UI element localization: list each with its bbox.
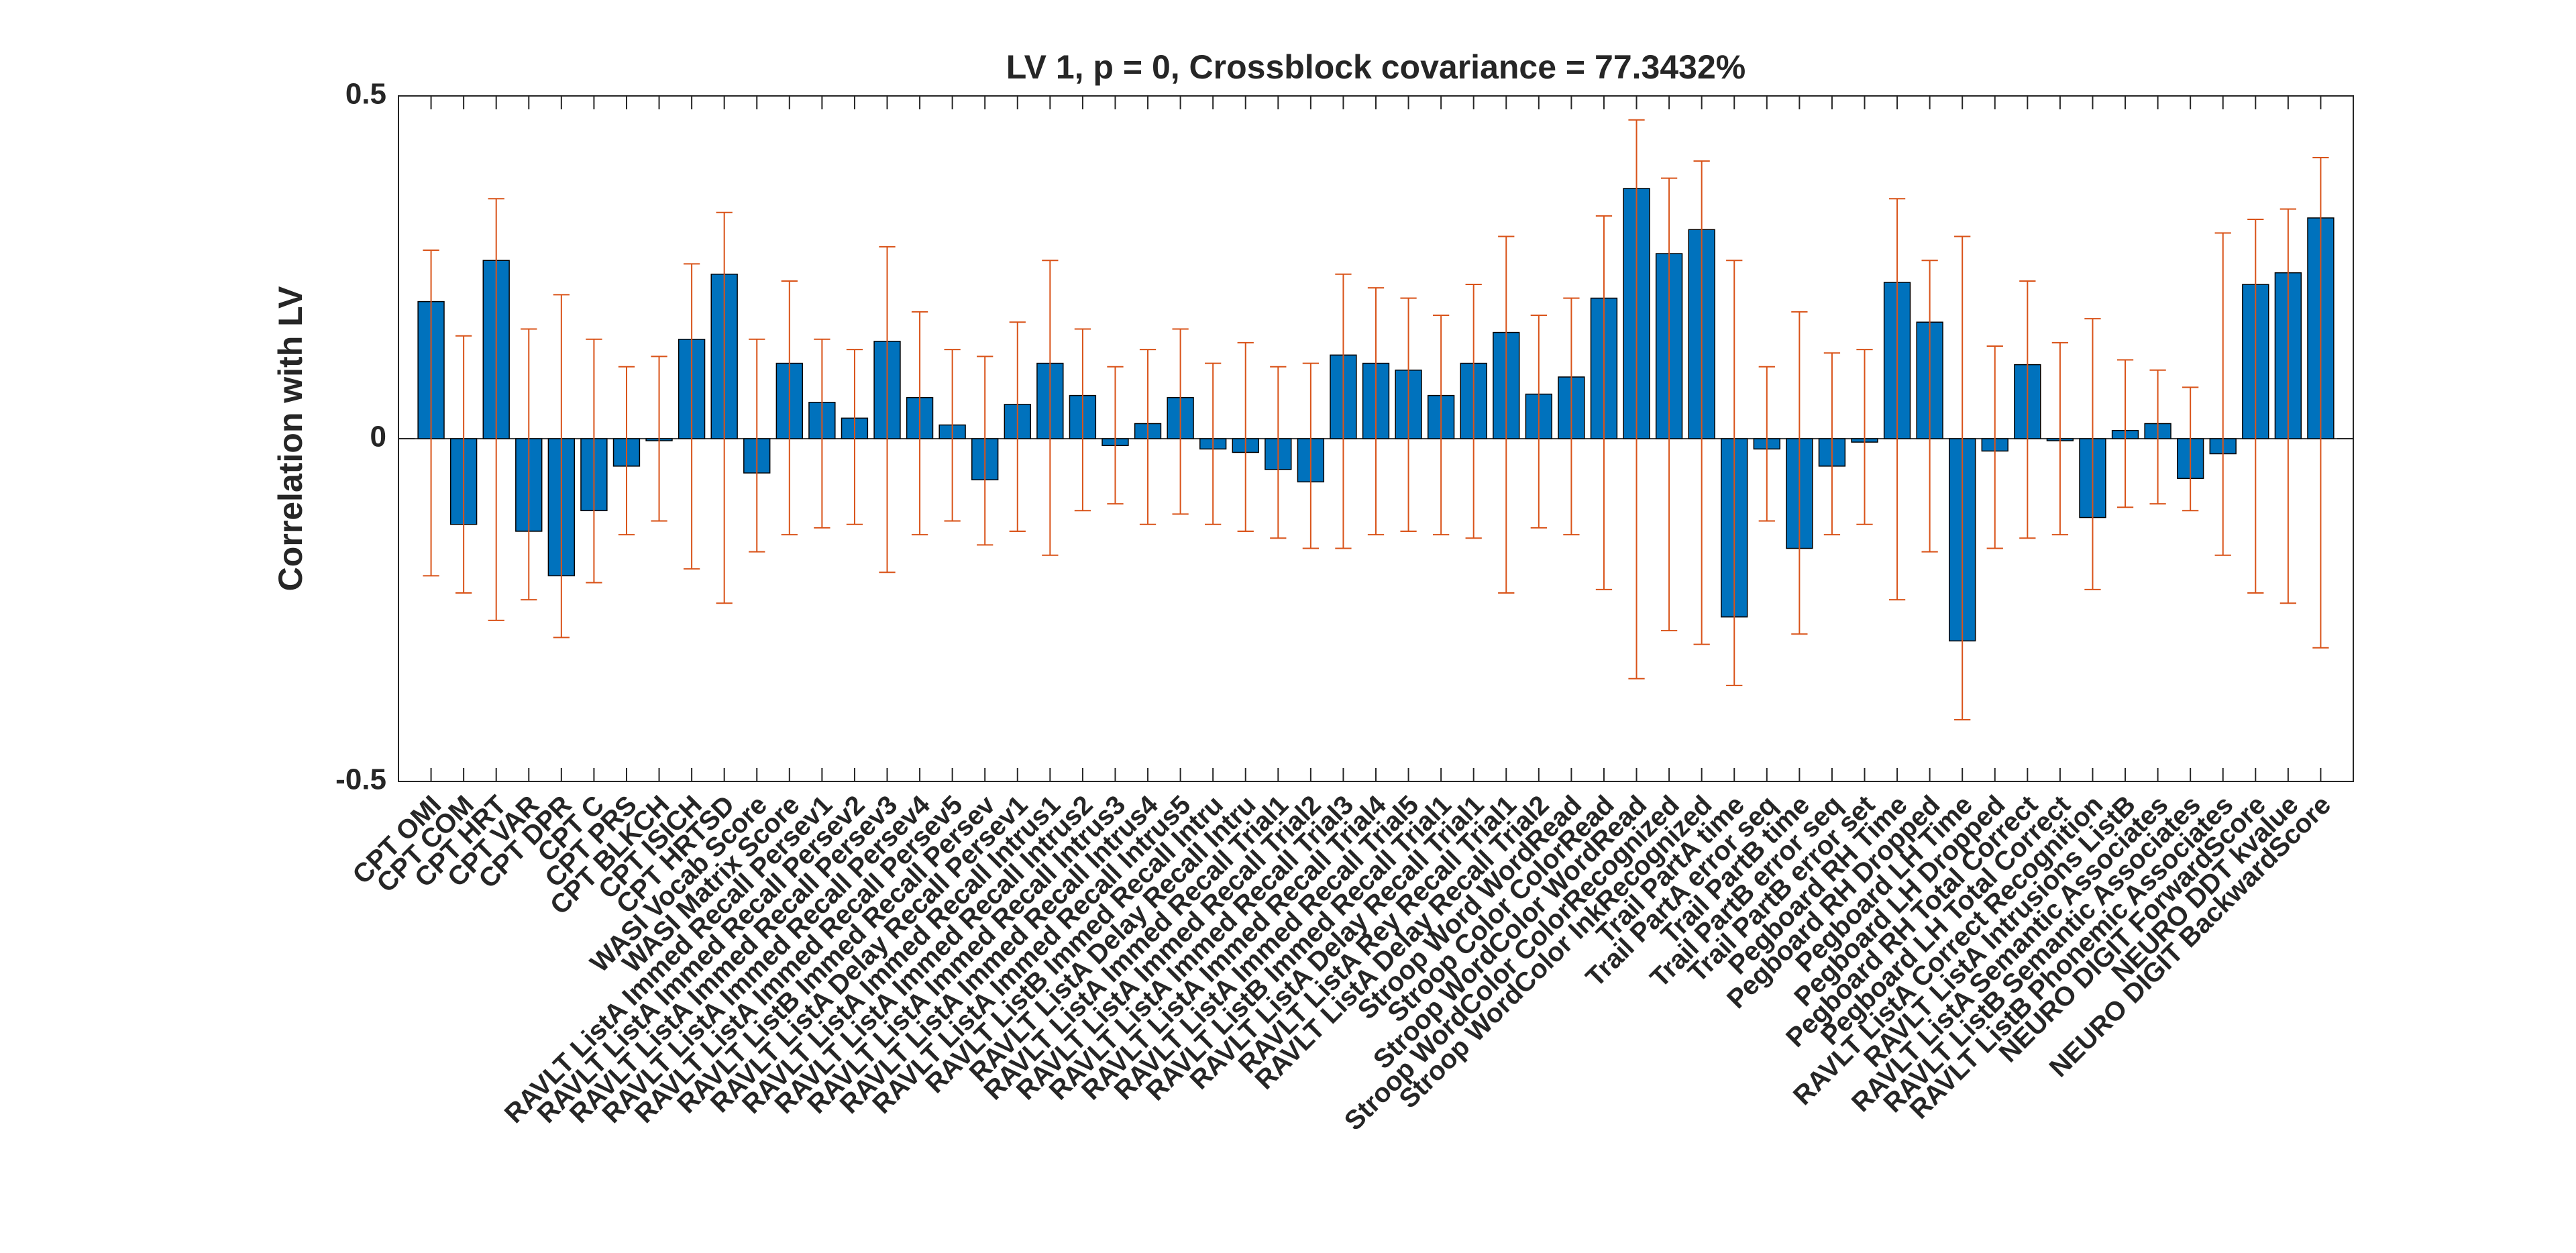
- error-bar: [1498, 235, 1515, 594]
- error-bar: [488, 198, 504, 621]
- error-bar: [1823, 352, 1841, 536]
- error-bar: [1432, 315, 1450, 536]
- error-bar: [618, 366, 635, 536]
- y-axis-label: Correlation with LV: [272, 286, 309, 591]
- error-bar: [1563, 297, 1580, 536]
- error-bar: [1205, 362, 1222, 525]
- error-bar: [1595, 215, 1613, 590]
- error-bar: [1270, 366, 1287, 539]
- error-bar: [1302, 362, 1320, 549]
- error-bar: [1693, 160, 1710, 645]
- y-tick-label: 0.5: [345, 78, 386, 111]
- error-bar: [423, 249, 439, 577]
- error-bar: [1888, 198, 1906, 601]
- error-bar: [2019, 280, 2036, 539]
- error-bar: [1009, 321, 1026, 532]
- error-bar: [2051, 341, 2069, 536]
- y-tick-label: -0.5: [335, 763, 386, 796]
- error-bar: [716, 211, 733, 604]
- error-bar: [879, 246, 896, 574]
- error-bar: [586, 338, 602, 584]
- error-bar: [1465, 284, 1482, 539]
- error-bar: [781, 280, 798, 536]
- error-bar: [2084, 318, 2101, 590]
- axes-box: [398, 95, 2354, 782]
- error-bar: [1367, 287, 1385, 536]
- error-bar: [2149, 369, 2166, 505]
- error-bar: [977, 356, 994, 546]
- error-bar: [814, 338, 830, 529]
- error-bar: [2247, 218, 2264, 594]
- error-bar: [1921, 260, 1938, 553]
- error-bar: [1856, 349, 1873, 525]
- y-tick-label: 0: [370, 421, 386, 453]
- error-bar: [1954, 235, 1971, 721]
- error-bar: [1791, 311, 1808, 635]
- error-bar: [1074, 328, 1091, 512]
- error-bar: [2116, 359, 2134, 508]
- error-bar: [1758, 366, 1775, 522]
- chart-title: LV 1, p = 0, Crossblock covariance = 77.…: [1006, 48, 1746, 86]
- error-bar: [2182, 386, 2199, 512]
- error-bar: [651, 356, 667, 522]
- error-bar: [944, 349, 961, 522]
- error-bar: [553, 294, 570, 639]
- error-bar: [1172, 328, 1189, 515]
- error-bar: [1237, 341, 1254, 532]
- error-bar: [1628, 119, 1645, 679]
- error-bar: [455, 335, 472, 594]
- error-bar: [2279, 208, 2297, 604]
- error-bar: [911, 311, 928, 536]
- error-bar: [1726, 260, 1743, 686]
- error-bar: [749, 338, 765, 553]
- error-bar: [1107, 366, 1124, 505]
- error-bar: [1660, 177, 1678, 632]
- error-bar: [2214, 232, 2231, 556]
- error-bar: [846, 349, 863, 525]
- error-bar: [1986, 345, 2003, 549]
- error-bar: [1400, 297, 1417, 532]
- error-bar: [1042, 260, 1059, 556]
- error-bar: [683, 263, 700, 570]
- error-bar: [1335, 273, 1352, 549]
- error-bar: [1139, 349, 1157, 525]
- error-bar: [1530, 315, 1547, 529]
- error-bar: [2312, 156, 2329, 649]
- error-bar: [521, 328, 537, 601]
